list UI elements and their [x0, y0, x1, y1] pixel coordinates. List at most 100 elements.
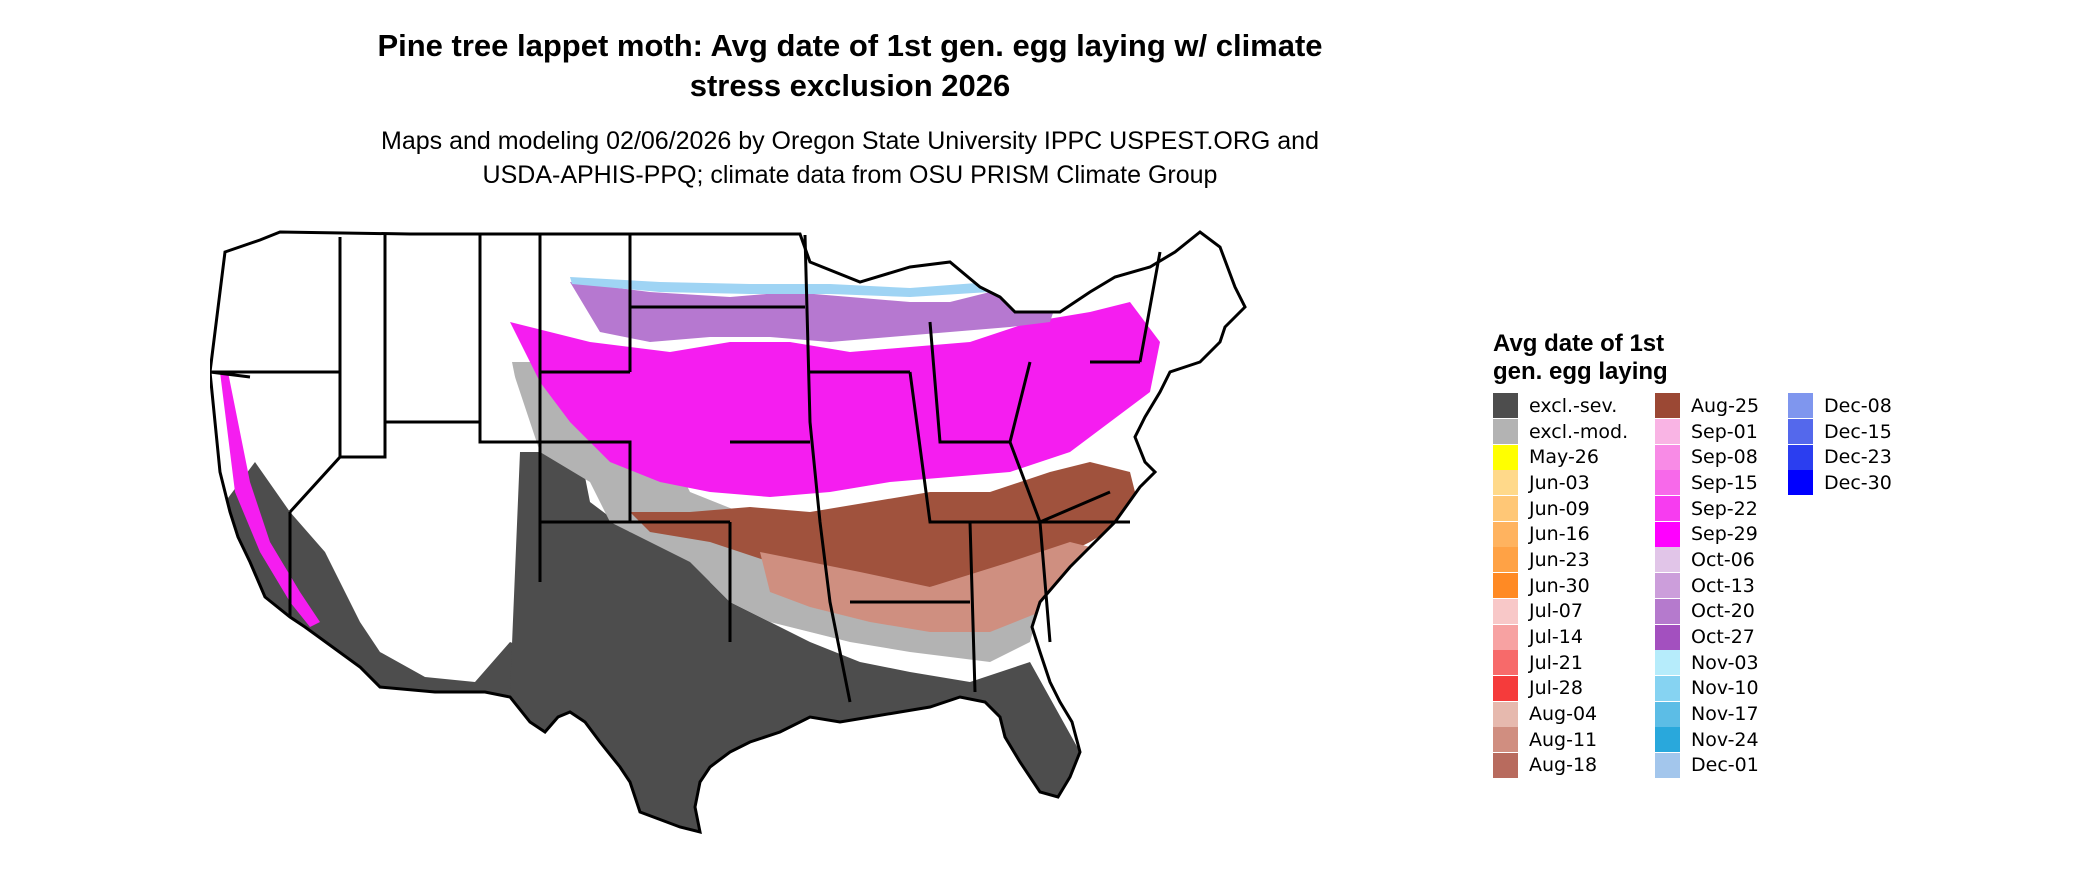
map-subtitle-line-1: Maps and modeling 02/06/2026 by Oregon S…: [381, 127, 1319, 155]
legend-item: Oct-13: [1655, 573, 1759, 599]
legend-item: Jul-28: [1493, 675, 1628, 702]
legend-title-line-1: Avg date of 1st: [1493, 330, 1665, 357]
legend-item: Sep-15: [1655, 470, 1759, 496]
legend-column-3: Dec-08 Dec-15 Dec-23 Dec-30: [1788, 393, 1892, 496]
sep-band-midwest: [510, 302, 1160, 497]
legend-item: Jun-30: [1493, 573, 1628, 599]
legend-label: Sep-29: [1691, 523, 1758, 546]
legend-item: May-26: [1493, 444, 1628, 470]
map-subtitle: Maps and modeling 02/06/2026 by Oregon S…: [200, 124, 1500, 192]
jul-spot-carolina: [1088, 552, 1115, 582]
legend-item: excl.-mod.: [1493, 419, 1628, 445]
map-title: Pine tree lappet moth: Avg date of 1st g…: [200, 26, 1500, 106]
legend-label: Jul-21: [1529, 651, 1583, 674]
legend-label: excl.-sev.: [1529, 394, 1618, 417]
legend-swatch: [1655, 650, 1680, 676]
legend-title: Avg date of 1st gen. egg laying: [1493, 330, 1668, 386]
legend-item: Aug-04: [1493, 701, 1628, 727]
legend-label: Jun-30: [1529, 574, 1590, 597]
legend-label: Sep-01: [1691, 420, 1758, 443]
legend-label: Oct-20: [1691, 600, 1755, 623]
legend-item: Dec-15: [1788, 419, 1892, 445]
legend-label: Sep-15: [1691, 471, 1758, 494]
legend-item: Dec-08: [1788, 393, 1892, 419]
legend-swatch: [1655, 393, 1680, 419]
legend-swatch: [1655, 521, 1680, 547]
legend-label: Dec-08: [1824, 394, 1892, 417]
legend-label: Dec-23: [1824, 446, 1892, 469]
legend-swatch: [1655, 752, 1680, 778]
legend-swatch: [1655, 675, 1680, 701]
legend-swatch: [1655, 727, 1680, 753]
legend-column-2: Aug-25 Sep-01 Sep-08 Sep-15 Sep-22 Sep-29 Oct-…: [1655, 393, 1759, 778]
legend-swatch: [1493, 675, 1518, 701]
legend-swatch: [1788, 419, 1813, 445]
legend-label: Jun-16: [1529, 523, 1590, 546]
legend-item: Oct-27: [1655, 624, 1759, 650]
state-borders: [210, 230, 1247, 834]
border-plains: [538, 235, 732, 642]
legend-label: Oct-13: [1691, 574, 1755, 597]
legend-item: Aug-18: [1493, 752, 1628, 779]
legend-item: Dec-23: [1788, 444, 1892, 470]
legend-swatch: [1493, 521, 1518, 547]
legend-label: Dec-15: [1824, 420, 1892, 443]
us-map: [210, 230, 1247, 834]
legend-swatch: [1655, 547, 1680, 573]
legend-label: Jul-07: [1529, 600, 1583, 623]
legend-item: Jun-23: [1493, 547, 1628, 573]
legend-swatch: [1493, 573, 1518, 599]
legend-label: Nov-17: [1691, 703, 1759, 726]
legend-swatch: [1493, 701, 1518, 727]
map-title-line-1: Pine tree lappet moth: Avg date of 1st g…: [377, 28, 1323, 63]
border-mountain: [210, 235, 540, 617]
border-east: [928, 251, 1162, 643]
legend-swatch: [1493, 624, 1518, 650]
nov-band-fringe: [570, 277, 1035, 297]
legend-label: May-26: [1529, 446, 1599, 469]
border-central: [630, 234, 977, 703]
legend-swatch: [1655, 419, 1680, 445]
legend-swatch: [1493, 470, 1518, 496]
legend-swatch: [1493, 598, 1518, 624]
legend-item: Jul-21: [1493, 650, 1628, 676]
legend-label: Sep-22: [1691, 497, 1758, 520]
legend-item: excl.-sev.: [1493, 393, 1628, 419]
legend-swatch: [1493, 547, 1518, 573]
legend-item: Sep-22: [1655, 496, 1759, 522]
oct-band-north: [570, 282, 1060, 342]
legend-item: Aug-25: [1655, 393, 1759, 419]
legend-swatch: [1493, 393, 1518, 419]
legend-item: Nov-10: [1655, 675, 1759, 702]
legend-item: Nov-03: [1655, 650, 1759, 676]
legend-label: excl.-mod.: [1529, 420, 1629, 443]
legend-label: Nov-03: [1691, 651, 1759, 674]
legend-item: Jun-03: [1493, 470, 1628, 496]
legend-item: Sep-08: [1655, 444, 1759, 470]
legend-swatch: [1493, 444, 1518, 470]
legend-label: Dec-30: [1824, 471, 1892, 494]
legend-label: Jun-09: [1529, 497, 1590, 520]
aug-band-southeast: [760, 542, 1110, 632]
legend-swatch: [1655, 624, 1680, 650]
legend-label: Sep-08: [1691, 446, 1758, 469]
legend-label: Aug-04: [1529, 703, 1598, 726]
map-fill-layers: [210, 232, 1245, 832]
legend-label: Jun-23: [1529, 548, 1590, 571]
legend-swatch: [1655, 496, 1680, 522]
legend-item: Sep-01: [1655, 419, 1759, 445]
legend-swatch: [1493, 496, 1518, 522]
legend-swatch: [1493, 727, 1518, 753]
legend-item: Oct-20: [1655, 598, 1759, 625]
legend-label: Aug-11: [1529, 728, 1598, 751]
legend-title-line-2: gen. egg laying: [1493, 358, 1668, 385]
legend-label: Oct-27: [1691, 626, 1755, 649]
legend-label: Jul-14: [1529, 626, 1583, 649]
legend-label: Oct-06: [1691, 548, 1755, 571]
legend-swatch: [1493, 650, 1518, 676]
legend-label: Aug-18: [1529, 754, 1598, 777]
legend-item: Jun-16: [1493, 521, 1628, 547]
legend-item: Aug-11: [1493, 727, 1628, 753]
legend-column-1: excl.-sev. excl.-mod. May-26 Jun-03 Jun-09 Ju…: [1493, 393, 1628, 778]
legend-item: Sep-29: [1655, 521, 1759, 547]
